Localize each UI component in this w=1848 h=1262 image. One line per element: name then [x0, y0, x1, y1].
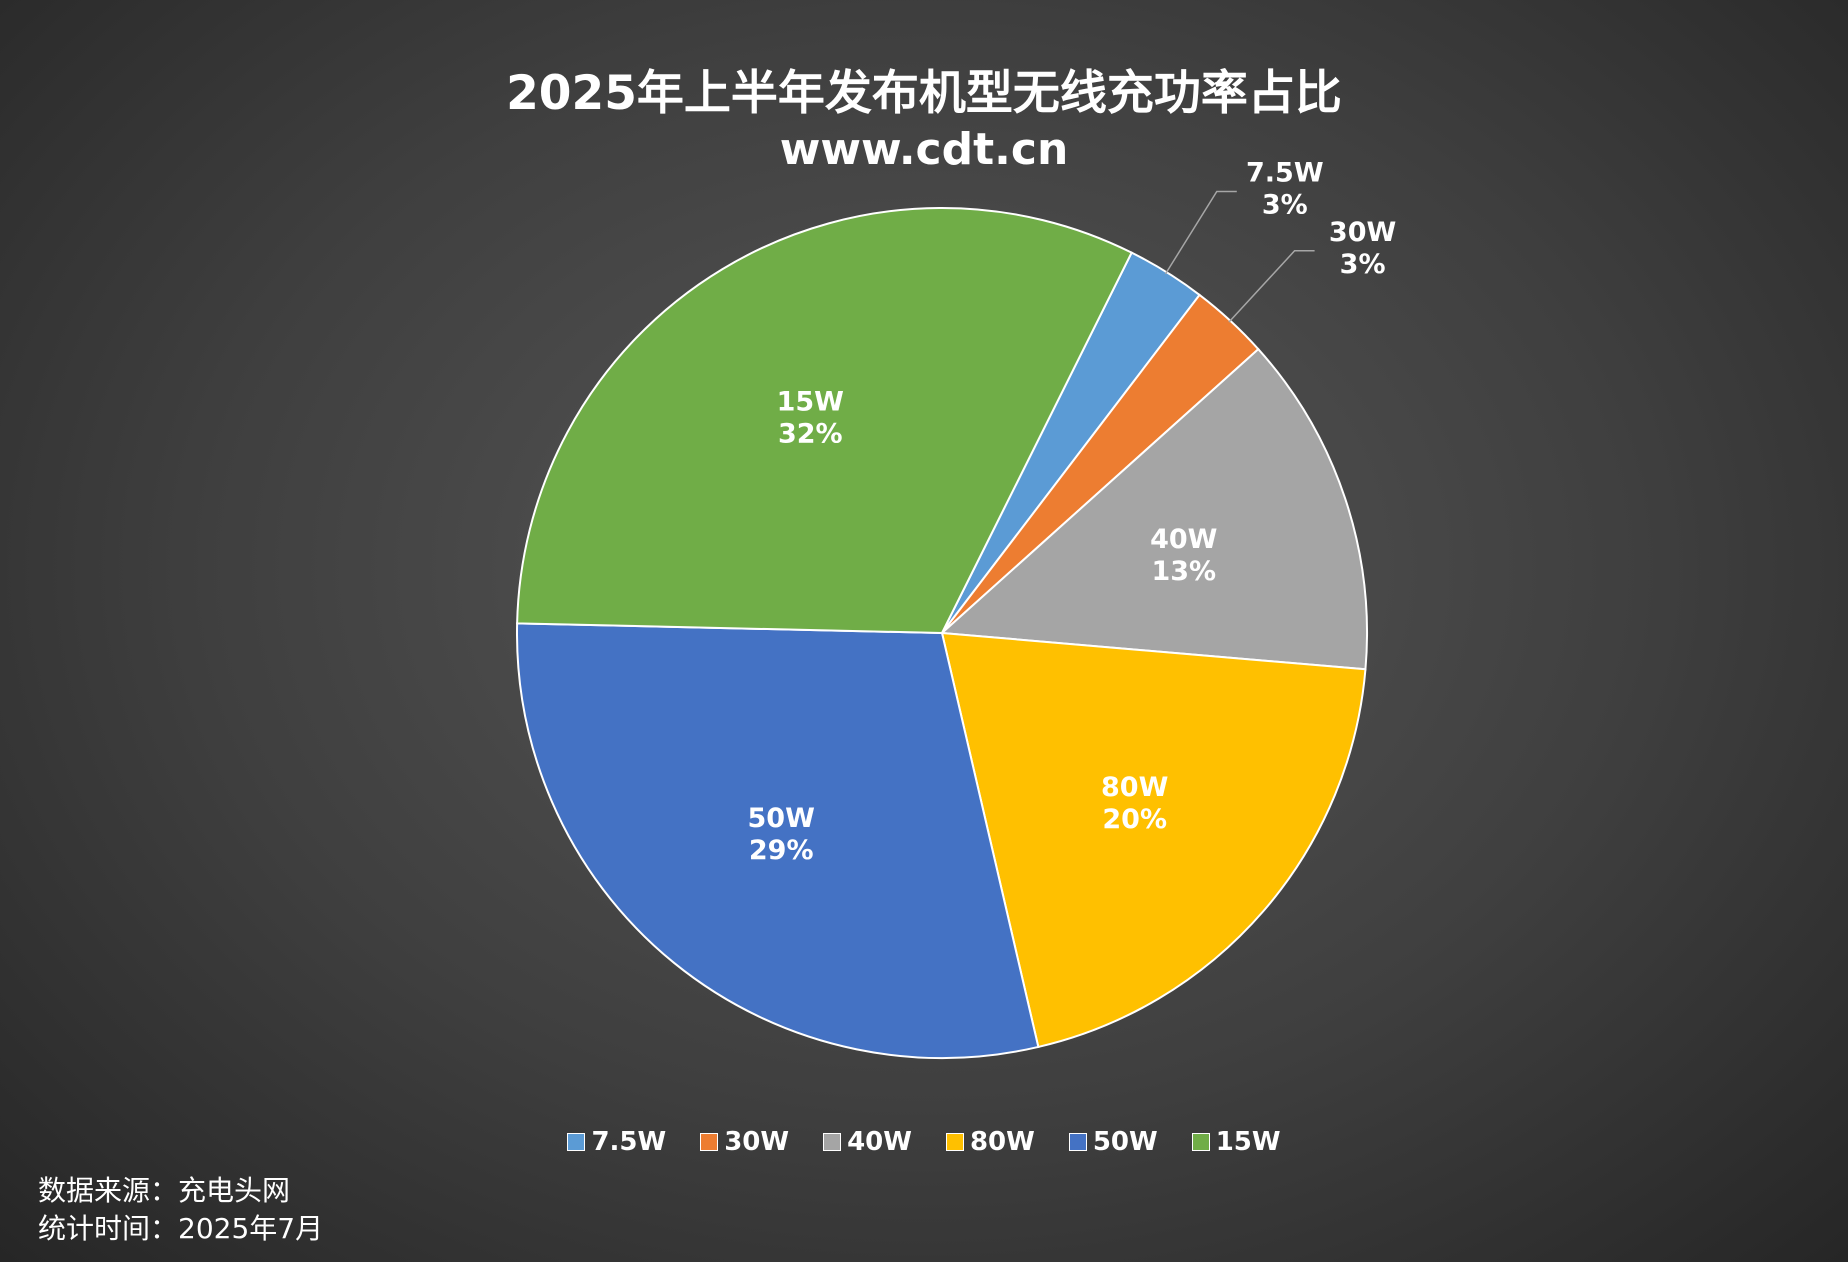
legend-item: 40W [823, 1127, 912, 1157]
pie-slice-15w [516, 207, 1133, 635]
legend-label: 7.5W [591, 1127, 667, 1157]
legend-swatch [1191, 1133, 1210, 1151]
legend-label: 40W [847, 1127, 912, 1157]
slice-percent-label: 3% [1262, 190, 1308, 221]
legend-swatch [1068, 1133, 1087, 1151]
date-note: 统计时间：2025年7月 [38, 1212, 324, 1245]
slice-percent-label: 20% [1102, 804, 1167, 835]
slice-name-label: 15W [777, 387, 844, 418]
slice-percent-label: 29% [749, 835, 814, 866]
slice-name-label: 80W [1101, 772, 1168, 803]
legend-label: 15W [1215, 1127, 1281, 1157]
legend-swatch [945, 1133, 964, 1151]
footnotes: 数据来源：充电头网 统计时间：2025年7月 [38, 1172, 323, 1248]
legend-swatch [700, 1133, 719, 1151]
pie-slices [516, 207, 1368, 1059]
slice-percent-label: 3% [1340, 249, 1386, 280]
slice-name-label: 30W [1329, 217, 1396, 248]
legend-label: 30W [724, 1127, 790, 1157]
leader-lines [1164, 190, 1315, 323]
slice-percent-label: 13% [1151, 556, 1216, 587]
source-note: 数据来源：充电头网 [38, 1174, 291, 1207]
chart-subtitle: www.cdt.cn [779, 124, 1069, 175]
legend-item: 7.5W [567, 1127, 666, 1157]
slice-name-label: 40W [1150, 524, 1217, 555]
leader-line-7-5w [1164, 190, 1237, 275]
legend-label: 80W [969, 1127, 1035, 1157]
legend-item: 80W [945, 1127, 1035, 1157]
legend-swatch [823, 1133, 842, 1151]
chart-title: 2025年上半年发布机型无线充功率占比 [506, 66, 1342, 121]
legend-item: 50W [1068, 1127, 1158, 1157]
leader-line-30w [1228, 250, 1315, 323]
slice-name-label: 7.5W [1246, 158, 1324, 189]
legend-swatch [567, 1133, 586, 1151]
legend-item: 30W [700, 1127, 789, 1157]
legend-item: 15W [1191, 1127, 1281, 1157]
legend-label: 50W [1092, 1127, 1158, 1157]
slice-name-label: 50W [748, 803, 815, 834]
chart-titles: 2025年上半年发布机型无线充功率占比 www.cdt.cn [0, 66, 1848, 178]
pie-slice-80w [940, 631, 1367, 1049]
pie-slice-40w [939, 347, 1368, 671]
pie-slice-50w [516, 622, 1040, 1059]
legend: 7.5W 30W 40W 80W 50W 15W [0, 1127, 1848, 1157]
slice-percent-label: 32% [778, 419, 843, 450]
